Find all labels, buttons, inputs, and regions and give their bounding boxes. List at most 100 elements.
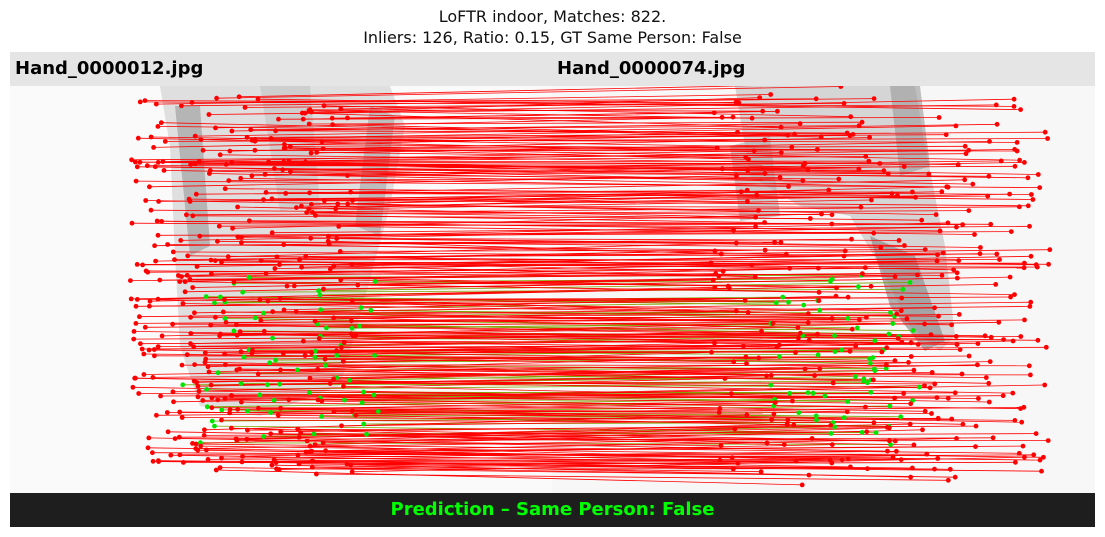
inlier-keypoint	[252, 315, 258, 321]
inlier-keypoint	[307, 390, 312, 395]
outlier-keypoint	[190, 441, 195, 446]
outlier-keypoint	[939, 273, 945, 278]
outlier-keypoint	[752, 274, 758, 280]
outlier-keypoint	[1018, 406, 1023, 411]
outlier-keypoint	[331, 315, 337, 321]
outlier-keypoint	[185, 253, 191, 259]
outlier-keypoint	[910, 189, 915, 195]
outlier-keypoint	[147, 184, 152, 190]
prediction-bar: Prediction – Same Person: False	[10, 493, 1095, 527]
outlier-keypoint	[786, 184, 791, 189]
outlier-keypoint	[155, 296, 161, 302]
outlier-keypoint	[885, 171, 891, 177]
outlier-keypoint	[353, 412, 359, 418]
outlier-keypoint	[153, 258, 159, 264]
outlier-keypoint	[171, 399, 176, 405]
outlier-keypoint	[1011, 96, 1017, 102]
outlier-keypoint	[935, 252, 940, 258]
outlier-keypoint	[206, 112, 212, 117]
outlier-keypoint	[1011, 104, 1017, 109]
outlier-keypoint	[771, 411, 777, 417]
outlier-match-line	[239, 86, 754, 98]
outlier-keypoint	[985, 193, 991, 199]
outlier-keypoint	[261, 197, 266, 202]
outlier-keypoint	[307, 190, 312, 196]
outlier-match-line	[182, 303, 749, 313]
inlier-keypoint	[829, 276, 835, 282]
inlier-keypoint	[917, 384, 922, 390]
inlier-keypoint	[872, 338, 878, 344]
outlier-keypoint	[892, 358, 898, 364]
outlier-keypoint	[1001, 337, 1006, 342]
outlier-keypoint	[291, 283, 297, 289]
inlier-keypoint	[822, 393, 828, 399]
outlier-keypoint	[129, 157, 134, 163]
inlier-keypoint	[270, 335, 275, 341]
outlier-match-line	[285, 147, 1020, 161]
outlier-keypoint	[934, 395, 940, 400]
match-canvas	[10, 86, 1095, 493]
outlier-keypoint	[898, 308, 904, 314]
outlier-keypoint	[304, 438, 310, 444]
outlier-keypoint	[334, 236, 340, 242]
outlier-keypoint	[134, 164, 140, 170]
outlier-keypoint	[945, 220, 951, 226]
outlier-keypoint	[935, 415, 941, 421]
outlier-match-line	[355, 414, 794, 426]
inlier-keypoint	[372, 279, 378, 284]
outlier-match-line	[276, 462, 951, 470]
outlier-keypoint	[339, 423, 344, 429]
outlier-keypoint	[927, 385, 933, 391]
outlier-match-line	[352, 410, 963, 425]
inlier-keypoint	[864, 380, 870, 386]
inlier-keypoint	[780, 294, 786, 300]
outlier-keypoint	[220, 309, 226, 315]
outlier-keypoint	[817, 366, 823, 372]
outlier-keypoint	[1018, 107, 1023, 112]
outlier-keypoint	[244, 436, 250, 442]
outlier-keypoint	[258, 258, 264, 263]
outlier-keypoint	[1045, 136, 1050, 141]
outlier-keypoint	[778, 239, 784, 245]
outlier-match-line	[351, 322, 774, 335]
outlier-keypoint	[236, 94, 242, 100]
outlier-match-line	[340, 249, 926, 252]
outlier-keypoint	[187, 276, 193, 282]
outlier-keypoint	[1037, 185, 1043, 190]
outlier-keypoint	[778, 150, 784, 155]
inlier-keypoint	[841, 415, 847, 420]
outlier-keypoint	[231, 279, 237, 285]
outlier-match-line	[283, 244, 787, 255]
outlier-keypoint	[133, 375, 138, 381]
outlier-keypoint	[954, 436, 959, 441]
outlier-keypoint	[181, 460, 186, 465]
inlier-keypoint	[203, 294, 209, 300]
outlier-keypoint	[192, 161, 198, 167]
outlier-keypoint	[147, 298, 153, 304]
outlier-keypoint	[778, 124, 784, 130]
outlier-keypoint	[802, 366, 808, 372]
outlier-keypoint	[857, 317, 862, 323]
outlier-keypoint	[270, 309, 276, 315]
outlier-keypoint	[719, 166, 725, 172]
outlier-match-line	[240, 346, 1047, 353]
outlier-match-line	[283, 351, 882, 354]
outlier-keypoint	[244, 135, 250, 140]
outlier-keypoint	[915, 342, 921, 347]
inlier-keypoint	[209, 418, 215, 424]
outlier-keypoint	[764, 440, 770, 446]
outlier-match-line	[309, 364, 978, 379]
outlier-keypoint	[719, 114, 725, 120]
outlier-keypoint	[1027, 304, 1033, 309]
inlier-keypoint	[359, 400, 365, 406]
inlier-keypoint	[900, 286, 906, 292]
outlier-keypoint	[708, 260, 714, 266]
outlier-keypoint	[871, 420, 877, 425]
outlier-match-line	[323, 427, 890, 444]
outlier-keypoint	[323, 448, 328, 454]
outlier-keypoint	[239, 240, 244, 245]
outlier-keypoint	[764, 373, 769, 379]
outlier-match-line	[236, 423, 911, 440]
outlier-keypoint	[266, 159, 271, 165]
outlier-keypoint	[970, 181, 976, 187]
